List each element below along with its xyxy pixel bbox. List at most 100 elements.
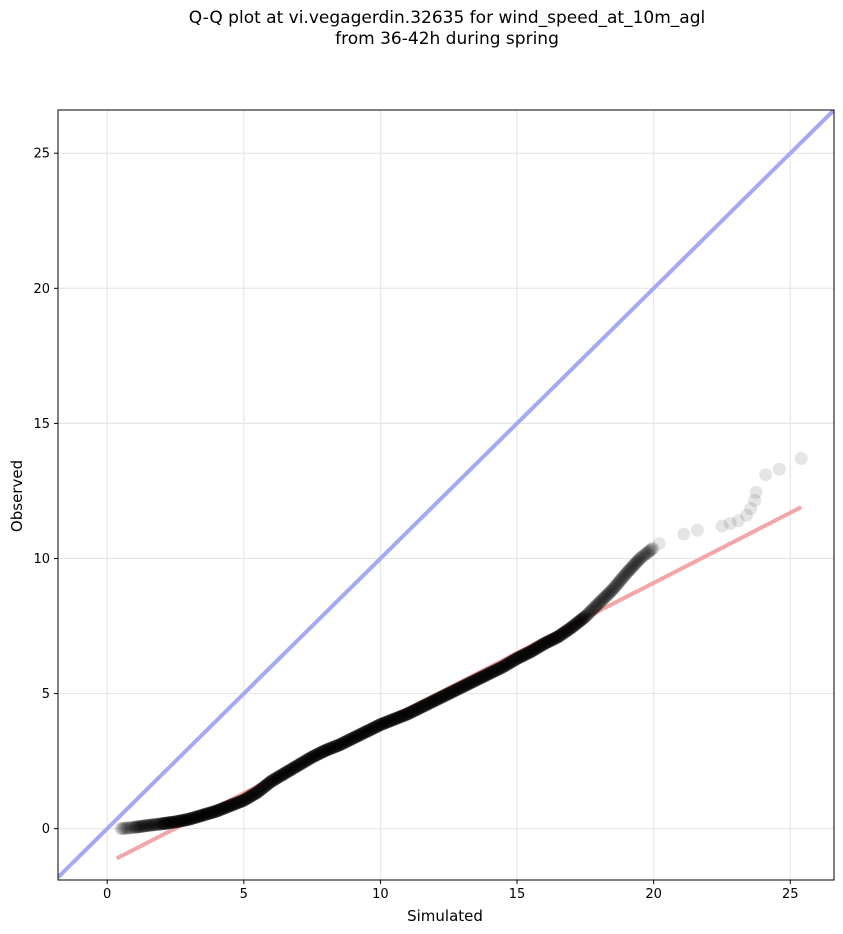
quantile-point [365, 722, 379, 736]
quantile-point [223, 799, 237, 813]
quantile-point [267, 773, 281, 787]
quantile-point [160, 816, 174, 830]
quantile-point [175, 814, 189, 828]
quantile-point [205, 805, 219, 819]
quantile-point [197, 808, 211, 822]
quantile-point [538, 636, 552, 650]
quantile-point [201, 807, 215, 821]
quantile-point [263, 775, 277, 789]
quantile-point [138, 819, 152, 833]
quantile-point [489, 663, 503, 677]
quantile-point [231, 796, 245, 810]
quantile-point [465, 675, 479, 689]
quantile-point [628, 557, 642, 571]
quantile-point [646, 541, 660, 555]
quantile-point [367, 721, 381, 735]
quantile-point [567, 618, 581, 632]
quantile-point [423, 696, 437, 710]
quantile-point [143, 818, 157, 832]
quantile-point [614, 573, 628, 587]
quantile-point [616, 571, 630, 585]
quantile-point [440, 687, 454, 701]
quantile-point [377, 716, 391, 730]
quantile-point [284, 763, 298, 777]
quantile-point [562, 622, 576, 636]
quantile-point [220, 800, 234, 814]
quantile-point [575, 613, 589, 627]
quantile-point [479, 668, 493, 682]
y-tick-label: 20 [33, 282, 50, 297]
quantile-point [349, 730, 363, 744]
quantile-point [134, 819, 148, 833]
quantile-point [586, 602, 600, 616]
quantile-point [542, 634, 556, 648]
quantile-point [422, 696, 436, 710]
quantile-point [572, 615, 586, 629]
quantile-point [115, 822, 129, 836]
quantile-point [593, 595, 607, 609]
quantile-point [447, 684, 461, 698]
quantile-point [402, 706, 416, 720]
plot-frame [57, 109, 835, 881]
quantile-point [456, 680, 470, 694]
quantile-point [406, 704, 420, 718]
quantile-point [370, 720, 384, 734]
chart-title-line-2: from 36-42h during spring [335, 29, 559, 49]
quantile-point [425, 695, 439, 709]
quantile-point [629, 555, 643, 569]
quantile-point [123, 821, 137, 835]
chart-title: Q-Q plot at vi.vegagerdin.32635 for wind… [0, 8, 843, 50]
quantile-point [476, 670, 490, 684]
quantile-point [124, 821, 138, 835]
quantile-point [324, 741, 338, 755]
quantile-point [393, 710, 407, 724]
quantile-point [341, 734, 355, 748]
quantile-point [193, 809, 207, 823]
quantile-point [624, 562, 638, 576]
quantile-point [401, 707, 415, 721]
quantile-point [559, 624, 573, 638]
quantile-point [506, 654, 520, 668]
quantile-point [509, 652, 523, 666]
quantile-point [723, 516, 737, 530]
quantile-point [547, 632, 561, 646]
quantile-point [334, 737, 348, 751]
quantile-point [372, 718, 386, 732]
quantile-point [452, 681, 466, 695]
quantile-point [270, 771, 284, 785]
quantile-point [156, 817, 170, 831]
quantile-point [535, 638, 549, 652]
quantile-point [412, 701, 426, 715]
quantile-point [218, 801, 232, 815]
quantile-point [463, 676, 477, 690]
quantile-point [441, 687, 455, 701]
quantile-point [631, 554, 645, 568]
quantile-point [599, 589, 613, 603]
quantile-point [125, 821, 139, 835]
quantile-point [406, 704, 420, 718]
quantile-point [217, 801, 231, 815]
quantile-point [276, 767, 290, 781]
quantile-point [179, 813, 193, 827]
quantile-point [141, 818, 155, 832]
quantile-point [241, 791, 255, 805]
y-tick-label: 15 [33, 417, 50, 432]
quantile-point [550, 630, 564, 644]
quantile-point [517, 648, 531, 662]
quantile-point [376, 717, 390, 731]
quantile-point [483, 666, 497, 680]
quantile-point [266, 773, 280, 787]
quantile-point [147, 818, 161, 832]
quantile-point [360, 724, 374, 738]
quantile-point [219, 800, 233, 814]
quantile-point [640, 546, 654, 560]
quantile-point [470, 673, 484, 687]
quantile-point [207, 805, 221, 819]
quantile-point [184, 812, 198, 826]
quantile-point [595, 593, 609, 607]
quantile-point [414, 700, 428, 714]
quantile-point [191, 810, 205, 824]
quantile-point [547, 632, 561, 646]
quantile-point [126, 820, 140, 834]
quantile-point [570, 616, 584, 630]
